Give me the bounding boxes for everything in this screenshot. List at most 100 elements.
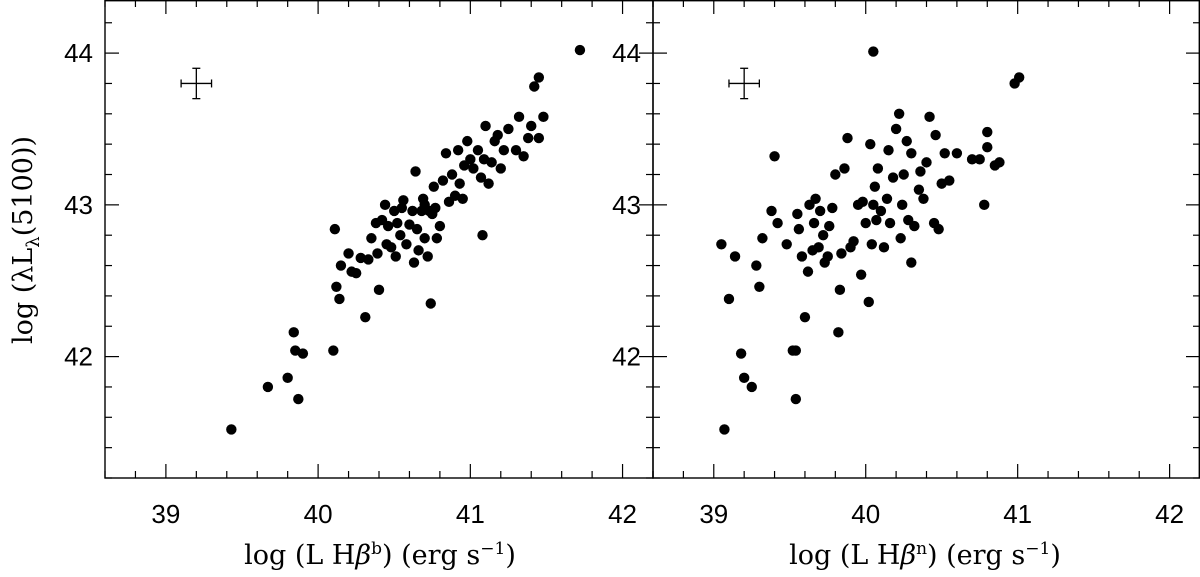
- data-point: [385, 242, 397, 253]
- y-tick-label: 44: [64, 38, 93, 68]
- data-point: [896, 199, 908, 211]
- data-point: [392, 217, 403, 229]
- data-point: [373, 284, 385, 296]
- plot-frame: [652, 0, 1200, 479]
- x-tick-label: 39: [151, 499, 180, 529]
- data-point: [465, 154, 476, 165]
- data-point: [915, 166, 926, 177]
- data-point: [906, 257, 917, 268]
- data-point: [472, 145, 484, 156]
- data-point: [827, 202, 838, 214]
- data-point: [390, 251, 401, 262]
- data-point: [913, 184, 925, 195]
- data-point: [395, 230, 406, 241]
- data-point: [343, 248, 354, 259]
- data-point: [906, 148, 917, 159]
- data-point: [951, 148, 963, 159]
- data-point: [924, 111, 935, 123]
- data-point: [824, 220, 835, 232]
- data-point: [790, 393, 802, 405]
- y-tick-label: 42: [64, 342, 93, 372]
- data-point: [498, 145, 510, 156]
- data-point: [868, 199, 879, 211]
- data-point: [875, 205, 887, 217]
- data-point: [754, 281, 765, 292]
- data-point: [331, 281, 342, 292]
- data-point: [407, 205, 418, 217]
- data-point: [792, 208, 803, 220]
- data-point: [350, 267, 362, 279]
- data-point: [884, 217, 896, 229]
- data-point: [895, 233, 906, 244]
- data-point: [329, 223, 341, 235]
- data-point: [974, 154, 985, 165]
- data-point: [486, 157, 497, 168]
- data-point: [839, 163, 850, 174]
- data-point: [510, 145, 522, 156]
- data-point: [871, 214, 882, 226]
- data-point: [288, 327, 299, 338]
- data-point: [483, 178, 494, 189]
- scatter-panel-narrow: 39 40 41 42 42 43 44: [612, 0, 1200, 529]
- data-point: [757, 233, 768, 244]
- data-point: [872, 163, 884, 174]
- data-point: [431, 233, 443, 244]
- data-point: [226, 424, 237, 435]
- data-point: [468, 163, 479, 174]
- data-point: [475, 172, 487, 183]
- data-point: [893, 108, 905, 120]
- data-point: [372, 248, 383, 259]
- data-point: [334, 293, 345, 305]
- data-point: [857, 196, 868, 208]
- data-point: [538, 111, 549, 123]
- data-point: [833, 327, 844, 338]
- data-point: [413, 245, 424, 256]
- data-point: [878, 242, 890, 253]
- x-tick-label: 40: [851, 499, 880, 529]
- data-point: [781, 239, 792, 250]
- data-point: [440, 148, 452, 159]
- data-point: [836, 248, 847, 259]
- data-point: [901, 135, 912, 147]
- data-point: [865, 138, 876, 150]
- data-point: [522, 132, 534, 144]
- data-point: [813, 242, 824, 253]
- data-point: [769, 151, 780, 162]
- data-point: [817, 230, 829, 241]
- data-point: [533, 132, 545, 144]
- data-point: [881, 193, 893, 204]
- data-point: [866, 239, 877, 250]
- data-point: [434, 220, 446, 232]
- x-tick-label: 42: [608, 499, 637, 529]
- data-point: [518, 151, 529, 162]
- data-point: [890, 123, 902, 135]
- data-point: [887, 172, 899, 183]
- data-point: [477, 230, 488, 241]
- data-point: [360, 311, 371, 323]
- x-axis-label-narrow: log (L Hβn) (erg s−1): [789, 539, 1061, 571]
- data-point: [994, 157, 1005, 168]
- data-point: [909, 220, 920, 232]
- data-point: [939, 148, 950, 159]
- data-point: [513, 111, 525, 123]
- plot-frame: [104, 0, 654, 479]
- data-point: [410, 166, 421, 177]
- data-point: [425, 298, 436, 309]
- data-point: [746, 381, 757, 393]
- data-point: [868, 46, 879, 57]
- data-point: [293, 393, 304, 405]
- data-point: [796, 251, 808, 262]
- data-point: [944, 175, 955, 186]
- data-point: [404, 219, 415, 230]
- data-point: [918, 193, 929, 204]
- x-tick-label: 39: [699, 499, 728, 529]
- y-axis-label: log (λLλ(5100)): [8, 136, 44, 344]
- data-point: [363, 254, 374, 265]
- data-point: [790, 345, 802, 356]
- data-point: [495, 163, 506, 174]
- data-point: [751, 260, 762, 271]
- data-point: [860, 217, 871, 229]
- data-point: [419, 233, 430, 244]
- data-point: [526, 120, 537, 132]
